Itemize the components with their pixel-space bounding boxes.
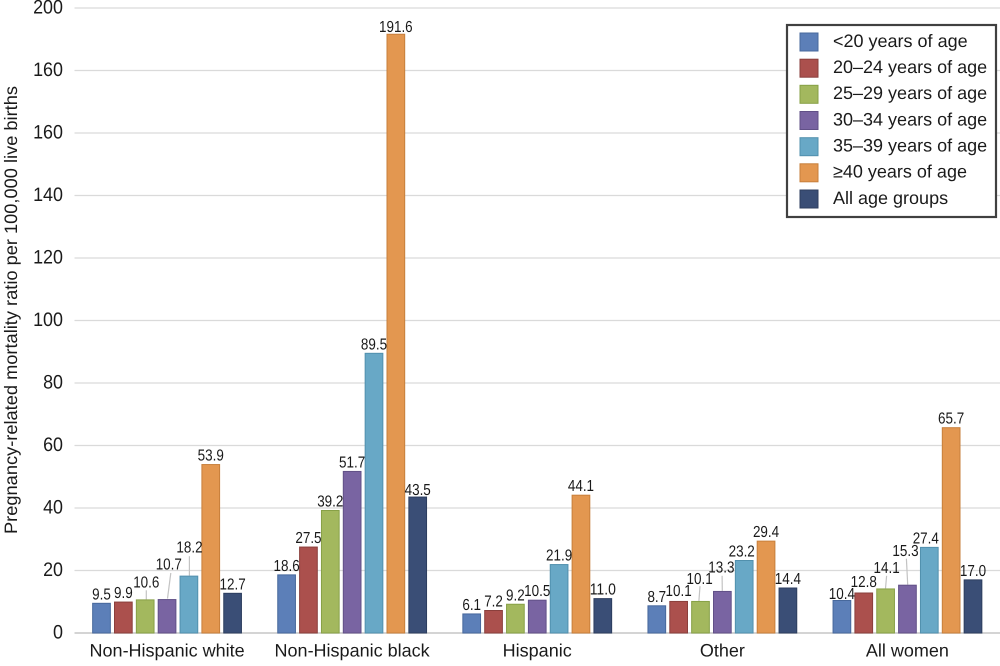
svg-text:27.5: 27.5: [295, 530, 321, 547]
svg-text:35–39 years of age: 35–39 years of age: [833, 136, 987, 156]
svg-text:27.4: 27.4: [913, 530, 939, 547]
svg-text:9.9: 9.9: [114, 585, 133, 602]
svg-text:All women: All women: [866, 641, 949, 661]
svg-text:Pregnancy-related mortality ra: Pregnancy-related mortality ratio per 10…: [1, 86, 21, 534]
svg-text:18.2: 18.2: [176, 540, 202, 557]
svg-text:25–29 years of age: 25–29 years of age: [833, 83, 987, 103]
svg-text:14.1: 14.1: [874, 560, 900, 577]
svg-text:All age groups: All age groups: [833, 188, 948, 208]
svg-text:100: 100: [33, 309, 63, 331]
svg-text:80: 80: [43, 371, 63, 393]
svg-text:53.9: 53.9: [198, 448, 224, 465]
svg-text:18.6: 18.6: [274, 558, 300, 575]
svg-text:160: 160: [33, 59, 63, 81]
svg-text:60: 60: [43, 434, 63, 456]
svg-text:Non-Hispanic white: Non-Hispanic white: [90, 641, 245, 661]
svg-text:11.0: 11.0: [590, 582, 616, 599]
svg-text:43.5: 43.5: [405, 482, 431, 499]
svg-text:7.2: 7.2: [484, 594, 503, 611]
svg-text:Other: Other: [700, 641, 745, 661]
svg-text:6.1: 6.1: [462, 597, 481, 614]
svg-text:10.6: 10.6: [133, 575, 159, 592]
svg-text:191.6: 191.6: [379, 19, 413, 36]
svg-text:0: 0: [53, 621, 63, 643]
svg-text:30–34 years of age: 30–34 years of age: [833, 109, 987, 129]
svg-text:65.7: 65.7: [938, 411, 964, 428]
svg-text:14.4: 14.4: [775, 571, 801, 588]
svg-text:10.7: 10.7: [156, 557, 182, 574]
svg-text:140: 140: [33, 184, 63, 206]
svg-text:20: 20: [43, 559, 63, 581]
svg-text:10.5: 10.5: [524, 583, 550, 600]
svg-text:21.9: 21.9: [546, 548, 572, 565]
svg-text:51.7: 51.7: [339, 454, 365, 471]
svg-text:39.2: 39.2: [317, 494, 343, 511]
svg-text:≥40 years of age: ≥40 years of age: [833, 162, 967, 182]
svg-text:40: 40: [43, 496, 63, 518]
svg-text:120: 120: [33, 246, 63, 268]
svg-text:Non-Hispanic black: Non-Hispanic black: [275, 641, 431, 661]
svg-text:89.5: 89.5: [361, 336, 387, 353]
svg-text:9.2: 9.2: [506, 587, 525, 604]
svg-text:9.5: 9.5: [92, 586, 111, 603]
svg-text:12.7: 12.7: [220, 576, 246, 593]
svg-text:8.7: 8.7: [647, 589, 666, 606]
svg-text:44.1: 44.1: [568, 478, 594, 495]
svg-text:13.3: 13.3: [708, 560, 734, 577]
svg-text:23.2: 23.2: [729, 544, 755, 561]
svg-text:200: 200: [33, 0, 63, 18]
svg-text:Hispanic: Hispanic: [503, 641, 572, 661]
svg-text:20–24 years of age: 20–24 years of age: [833, 57, 987, 77]
svg-text:<20 years of age: <20 years of age: [833, 31, 968, 51]
svg-text:29.4: 29.4: [753, 524, 779, 541]
svg-text:17.0: 17.0: [960, 563, 986, 580]
svg-text:160: 160: [33, 121, 63, 143]
